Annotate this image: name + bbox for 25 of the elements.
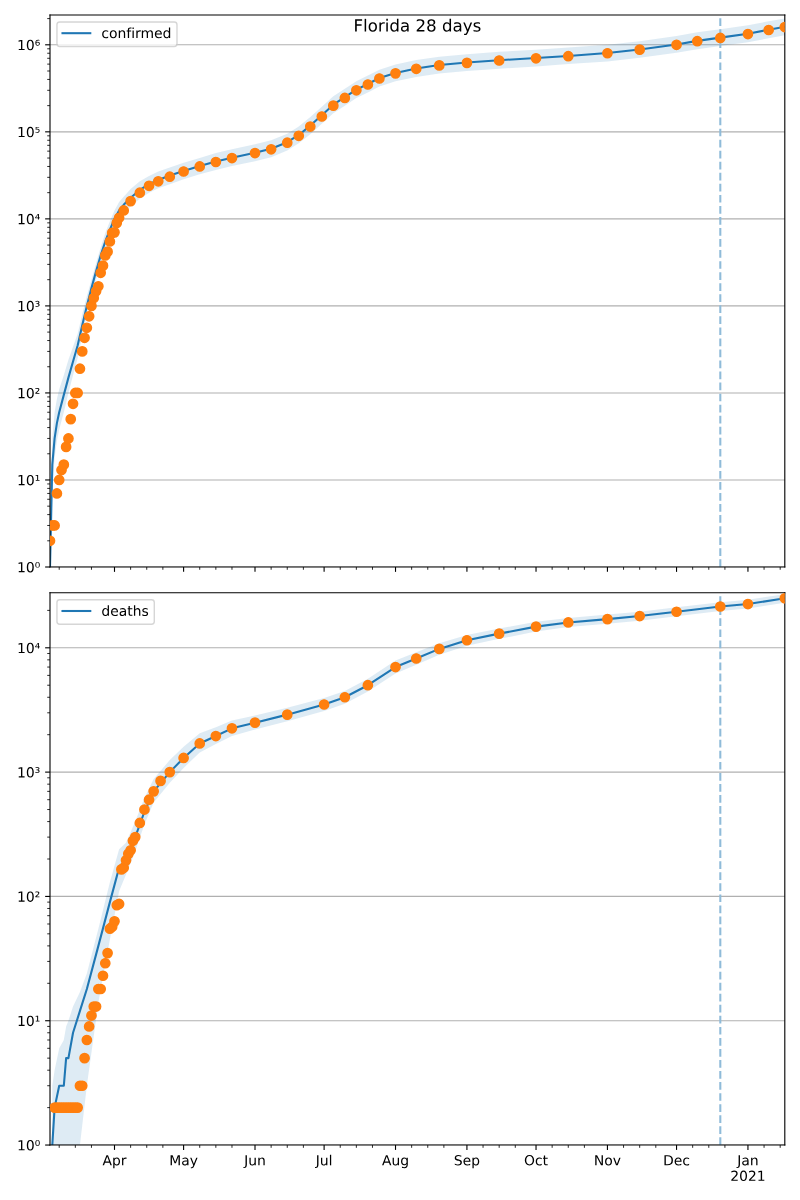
y-tick-label: 10² — [18, 387, 40, 399]
y-tick-label: 10⁴ — [18, 213, 40, 225]
legend-label: deaths — [102, 605, 149, 617]
y-tick-label: 10⁵ — [18, 126, 40, 138]
y-tick-label: 10¹ — [18, 1015, 40, 1027]
y-tick-label: 10² — [18, 891, 40, 902]
legend-label: confirmed — [102, 27, 171, 39]
y-tick-label: 10⁶ — [18, 39, 40, 51]
x-tick-label: Sep — [454, 1155, 480, 1169]
x-tick-label: Nov — [595, 1155, 621, 1166]
y-tick-label: 10⁰ — [18, 561, 40, 573]
x-tick-label: Jul — [315, 1154, 332, 1169]
x-tick-label: Aug — [382, 1155, 408, 1169]
y-tick-label: 10³ — [18, 767, 40, 778]
x-tick-label: Dec — [664, 1155, 690, 1166]
y-tick-label: 10⁴ — [18, 642, 40, 654]
x-tick-label: Jun — [243, 1155, 265, 1169]
y-tick-label: 10⁰ — [18, 1140, 40, 1151]
y-tick-label: 10³ — [18, 300, 40, 312]
x-tick-label: May — [170, 1155, 198, 1169]
x-tick-label: Apr — [102, 1155, 127, 1169]
chart-title: Florida 28 days — [355, 18, 481, 35]
x-tick-label: Jan 2021 — [731, 1155, 765, 1182]
x-tick-label: Oct — [524, 1155, 548, 1166]
y-tick-label: 10¹ — [18, 474, 40, 486]
